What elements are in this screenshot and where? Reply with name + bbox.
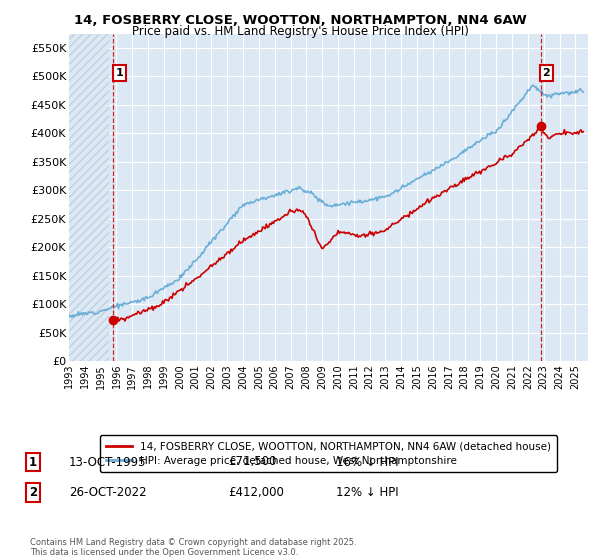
Text: 1: 1 [116, 68, 123, 78]
Bar [69, 34, 109, 361]
Text: 2: 2 [542, 68, 550, 78]
Text: 16% ↓ HPI: 16% ↓ HPI [336, 455, 398, 469]
Legend: 14, FOSBERRY CLOSE, WOOTTON, NORTHAMPTON, NN4 6AW (detached house), HPI: Average: 14, FOSBERRY CLOSE, WOOTTON, NORTHAMPTON… [100, 435, 557, 472]
Text: £412,000: £412,000 [228, 486, 284, 500]
Text: Price paid vs. HM Land Registry's House Price Index (HPI): Price paid vs. HM Land Registry's House … [131, 25, 469, 38]
Text: 14, FOSBERRY CLOSE, WOOTTON, NORTHAMPTON, NN4 6AW: 14, FOSBERRY CLOSE, WOOTTON, NORTHAMPTON… [74, 14, 526, 27]
Text: Contains HM Land Registry data © Crown copyright and database right 2025.
This d: Contains HM Land Registry data © Crown c… [30, 538, 356, 557]
Text: 13-OCT-1995: 13-OCT-1995 [69, 455, 146, 469]
Text: 2: 2 [29, 486, 37, 500]
Text: 26-OCT-2022: 26-OCT-2022 [69, 486, 146, 500]
Text: 12% ↓ HPI: 12% ↓ HPI [336, 486, 398, 500]
Text: £71,500: £71,500 [228, 455, 277, 469]
Text: 1: 1 [29, 455, 37, 469]
